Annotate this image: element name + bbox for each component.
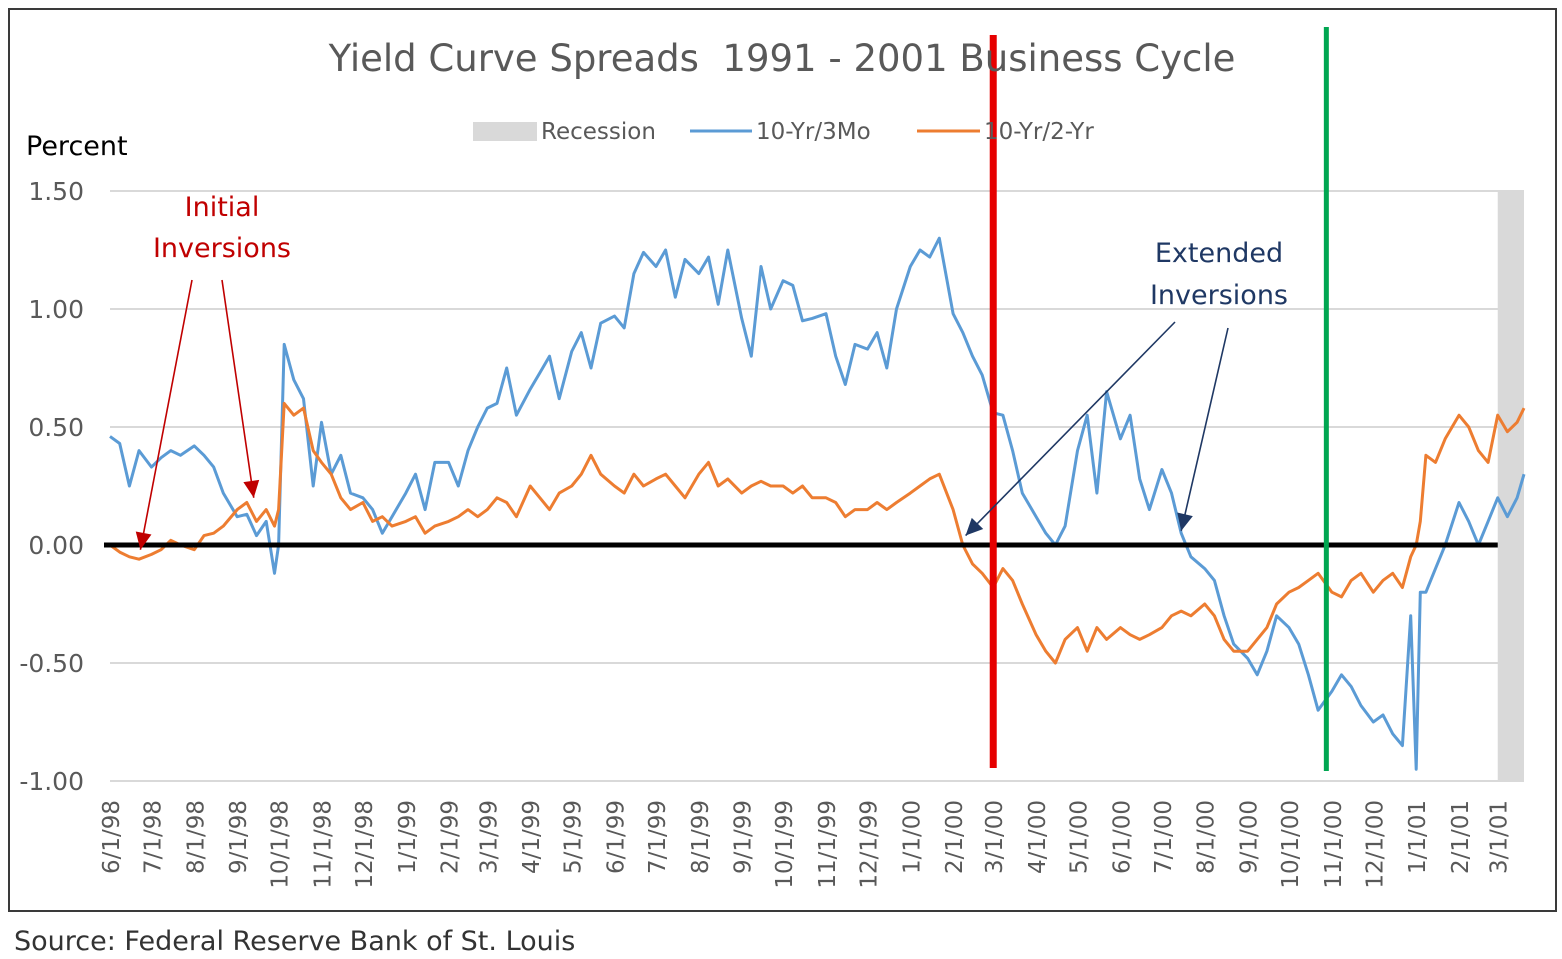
annotation-initial-line2: Inversions <box>153 233 291 264</box>
x-tick-label: 10/1/00 <box>1278 800 1304 889</box>
annotation-arrow-head <box>243 479 260 498</box>
y-tick-label: -1.00 <box>19 767 84 796</box>
annotation-arrow-line <box>1180 327 1229 532</box>
x-tick-label: 1/1/01 <box>1405 800 1431 874</box>
source-note: Source: Federal Reserve Bank of St. Loui… <box>14 926 576 957</box>
x-tick-label: 10/1/99 <box>772 800 798 889</box>
y-tick-label: 1.50 <box>28 177 84 206</box>
legend-swatch-recession <box>473 122 537 141</box>
x-tick-label: 1/1/00 <box>899 800 925 874</box>
annotation-arrow-line <box>221 279 255 498</box>
chart-frame <box>8 8 1557 912</box>
annotation-arrow-line <box>139 279 193 550</box>
x-tick-label: 4/1/00 <box>1025 800 1051 874</box>
annotation-initial-inversions: Initial Inversions <box>135 192 291 550</box>
x-tick-label: 9/1/00 <box>1237 800 1263 874</box>
legend-label-10yr-3mo: 10-Yr/3Mo <box>756 119 871 145</box>
x-tick-label: 12/1/99 <box>856 800 882 889</box>
series-line-10yr-3mo <box>109 236 1526 771</box>
x-tick-label: 10/1/98 <box>268 800 294 889</box>
x-tick-label: 7/1/99 <box>645 800 671 874</box>
series-line-10yr-2yr <box>109 401 1526 665</box>
x-tick-label: 6/1/98 <box>99 800 125 874</box>
y-axis-ticks: 1.50 1.00 0.50 0.00 -0.50 -1.00 <box>19 177 84 796</box>
legend: Recession 10-Yr/3Mo 10-Yr/2-Yr <box>473 119 1094 145</box>
annotation-arrow-head <box>965 517 984 536</box>
x-tick-label: 2/1/99 <box>438 800 464 874</box>
annotation-initial-line1: Initial <box>185 192 260 223</box>
x-tick-label: 3/1/00 <box>982 800 1008 874</box>
x-tick-label: 11/1/98 <box>310 800 336 889</box>
x-tick-label: 6/1/00 <box>1109 800 1135 874</box>
y-tick-label: -0.50 <box>19 649 84 678</box>
y-tick-label: 0.50 <box>28 413 84 442</box>
legend-label-10yr-2yr: 10-Yr/2-Yr <box>984 119 1094 145</box>
chart-title: Yield Curve Spreads 1991 - 2001 Business… <box>328 37 1236 80</box>
annotation-extended-line2: Inversions <box>1150 280 1288 311</box>
annotation-extended-line1: Extended <box>1155 238 1283 269</box>
x-tick-label: 8/1/00 <box>1194 800 1220 874</box>
y-tick-label: 0.00 <box>28 531 84 560</box>
annotation-extended-inversions: Extended Inversions <box>965 238 1288 537</box>
x-tick-label: 9/1/98 <box>226 800 252 874</box>
x-axis-ticks: 6/1/98 7/1/98 8/1/98 9/1/98 10/1/98 11/1/98 12… <box>99 800 1513 889</box>
x-tick-label: 6/1/99 <box>604 800 630 874</box>
annotation-arrow-head <box>135 531 152 550</box>
x-tick-label: 11/1/00 <box>1321 800 1347 889</box>
x-tick-label: 9/1/99 <box>731 800 757 874</box>
y-axis-label: Percent <box>26 131 128 162</box>
x-tick-label: 12/1/98 <box>352 800 378 889</box>
x-tick-label: 1/1/99 <box>395 800 421 874</box>
x-tick-label: 7/1/98 <box>140 800 166 874</box>
x-tick-label: 3/1/99 <box>476 800 502 874</box>
x-tick-label: 2/1/00 <box>942 800 968 874</box>
x-tick-label: 4/1/99 <box>519 800 545 874</box>
x-tick-label: 11/1/99 <box>815 800 841 889</box>
x-tick-label: 7/1/00 <box>1151 800 1177 874</box>
x-tick-label: 5/1/00 <box>1067 800 1093 874</box>
x-tick-label: 3/1/01 <box>1487 800 1513 874</box>
legend-label-recession: Recession <box>541 119 656 145</box>
x-tick-label: 8/1/98 <box>183 800 209 874</box>
x-tick-label: 12/1/00 <box>1362 800 1388 889</box>
x-tick-label: 5/1/99 <box>561 800 587 874</box>
annotation-arrow-line <box>965 321 1176 537</box>
annotation-arrow-head <box>1177 512 1193 531</box>
x-tick-label: 8/1/99 <box>688 800 714 874</box>
y-tick-label: 1.00 <box>28 295 84 324</box>
x-tick-label: 2/1/01 <box>1448 800 1474 874</box>
